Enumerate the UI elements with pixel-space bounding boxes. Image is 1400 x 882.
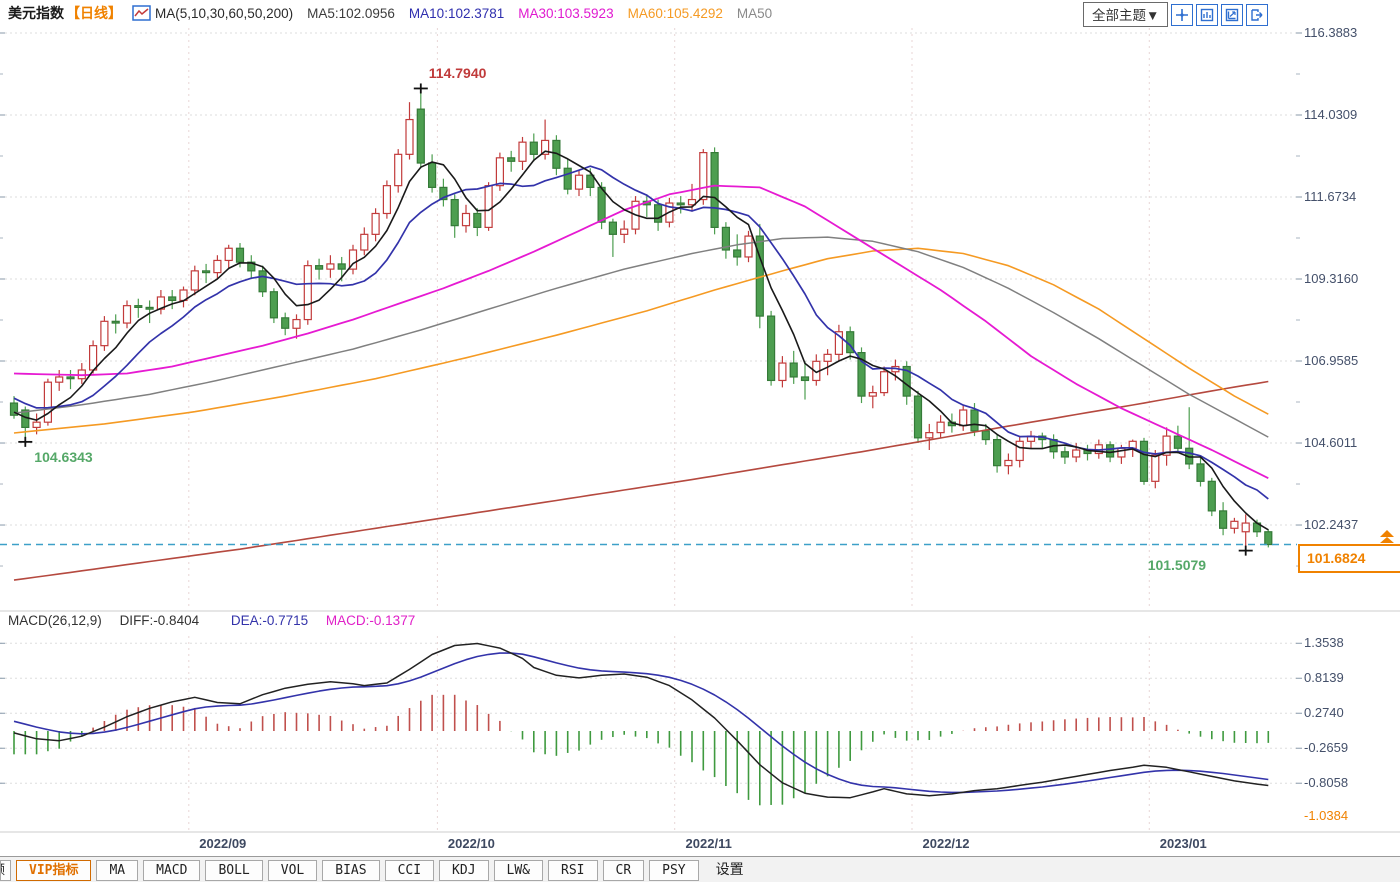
tab-VOL[interactable]: VOL xyxy=(267,859,318,881)
date-axis-label: 2023/01 xyxy=(1159,836,1207,851)
chevron-down-icon: ▼ xyxy=(1146,8,1160,23)
kline-chart-icon xyxy=(132,5,151,21)
drawing-tool-button[interactable] xyxy=(1196,3,1219,26)
symbol-name: 美元指数 xyxy=(8,5,64,21)
price-axis-label: 111.6734 xyxy=(1304,189,1357,204)
indicator-panel-button[interactable] xyxy=(1221,3,1244,26)
macd-header: MACD(26,12,9) DIFF:-0.8404 DEA:-0.7715 M… xyxy=(8,613,429,628)
price-axis-label: 102.2437 xyxy=(1304,517,1359,533)
macd-axis-label: 0.8139 xyxy=(1304,670,1344,686)
macd-value: MACD:-0.1377 xyxy=(325,613,416,628)
ma60-value: MA60:105.4292 xyxy=(627,5,723,21)
macd-params-and-diff: MACD(26,12,9) DIFF:-0.8404 xyxy=(8,613,200,628)
ma30-value: MA30:103.5923 xyxy=(518,5,614,21)
tab-BOLL[interactable]: BOLL xyxy=(205,859,263,881)
export-window-button[interactable] xyxy=(1246,3,1269,26)
tab-CCI[interactable]: CCI xyxy=(384,859,435,881)
date-axis-label: 2022/10 xyxy=(447,836,495,851)
tab-BIAS[interactable]: BIAS xyxy=(322,859,380,881)
crosshair-tool-button[interactable] xyxy=(1171,3,1194,26)
tab-KDJ[interactable]: KDJ xyxy=(439,859,489,881)
macd-min-label: -1.0384 xyxy=(1304,808,1349,823)
price-axis-label: 116.3883 xyxy=(1304,25,1358,40)
ma50-value: MA50 xyxy=(736,5,773,21)
macd-axis-label: -0.8058 xyxy=(1304,775,1349,791)
tab-设置[interactable]: 设置 xyxy=(715,861,744,878)
left-low-annotation: 104.6343 xyxy=(34,448,93,465)
date-axis-label: 2022/09 xyxy=(199,836,247,851)
ma10-value: MA10:102.3781 xyxy=(408,5,505,21)
tab-PSY[interactable]: PSY xyxy=(649,859,699,881)
right-low-annotation: 101.5079 xyxy=(1147,556,1207,573)
tab-CR[interactable]: CR xyxy=(602,859,645,881)
chart-header: 美元指数 【日线】 MA(5,10,30,60,50,200) MA5:102.0… xyxy=(0,0,1400,26)
peak-price-annotation: 114.7940 xyxy=(428,65,487,82)
price-axis-label: 106.9585 xyxy=(1304,353,1359,368)
date-axis-label: 2022/12 xyxy=(922,836,970,851)
ma5-value: MA5:102.0956 xyxy=(307,5,395,21)
tab-LW&[interactable]: LW& xyxy=(493,859,544,881)
date-axis-label: 2022/11 xyxy=(685,836,732,851)
indicator-tab-bar: 频VIP指标MAMACDBOLLVOLBIASCCIKDJLW&RSICRPSY… xyxy=(0,856,1400,882)
period-label: 【日线】 xyxy=(66,5,122,21)
header-controls: 全部主题▼ xyxy=(1083,2,1269,27)
tab-MACD[interactable]: MACD xyxy=(143,859,201,881)
theme-dropdown-button[interactable]: 全部主题▼ xyxy=(1083,2,1169,27)
tab-MA[interactable]: MA xyxy=(96,859,139,881)
macd-axis-label: 0.2740 xyxy=(1304,705,1344,721)
tab-频[interactable]: 频 xyxy=(0,859,11,881)
price-axis-label: 114.0309 xyxy=(1304,107,1358,122)
tab-RSI[interactable]: RSI xyxy=(548,859,598,881)
macd-axis-label: 1.3538 xyxy=(1304,635,1344,651)
price-axis-label: 104.6011 xyxy=(1304,435,1358,451)
macd-axis-label: -0.2659 xyxy=(1304,740,1349,756)
ma-params-label: MA(5,10,30,60,50,200) xyxy=(155,5,294,21)
tab-VIP指标[interactable]: VIP指标 xyxy=(16,859,92,881)
current-price-badge: 101.6824 xyxy=(1298,544,1400,573)
dea-value: DEA:-0.7715 xyxy=(230,613,309,628)
price-axis-label: 109.3160 xyxy=(1304,271,1359,286)
